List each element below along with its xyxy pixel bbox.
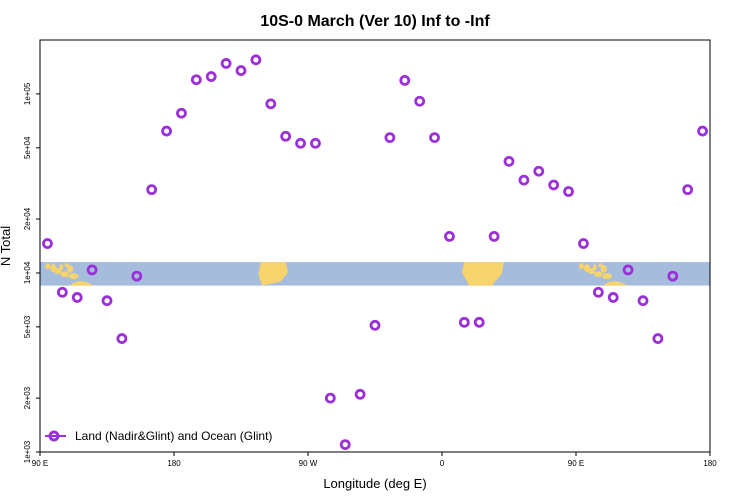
data-point — [86, 264, 98, 276]
x-tick-label: 90 E — [32, 459, 48, 468]
island-left-3 — [59, 264, 64, 271]
data-point — [399, 74, 411, 86]
x-axis: 90 E 180 90 W 0 90 E 180 — [32, 452, 717, 468]
map-band — [40, 262, 710, 286]
data-point — [369, 319, 381, 331]
land-australia-left — [69, 281, 94, 286]
data-point — [652, 333, 664, 344]
data-point — [205, 71, 217, 82]
data-point — [354, 388, 366, 400]
data-point — [280, 130, 292, 142]
data-point — [682, 184, 694, 196]
data-point — [250, 54, 262, 66]
island-left-2 — [54, 268, 62, 275]
land-africa — [461, 262, 505, 286]
island-right-5 — [600, 265, 607, 274]
y-axis-label: N Total — [0, 226, 13, 266]
data-point — [488, 231, 500, 242]
data-point — [697, 125, 708, 137]
island-left-4 — [60, 271, 69, 278]
y-tick-label: 1e+04 — [23, 261, 32, 284]
y-axis: 1e+03 2e+03 5e+03 1e+04 2e+04 5e+04 1e+05 — [23, 82, 40, 463]
island-left-5 — [67, 265, 74, 274]
y-tick-label: 5e+03 — [23, 315, 32, 338]
data-point — [578, 238, 589, 249]
island-left-6 — [68, 273, 79, 280]
x-tick-label: 180 — [167, 459, 181, 468]
data-point — [339, 439, 351, 450]
y-tick-label: 1e+03 — [23, 440, 32, 463]
land-australia-right — [603, 281, 628, 286]
data-point — [444, 231, 455, 242]
data-point — [101, 295, 113, 307]
island-right-4 — [594, 271, 603, 278]
data-point — [384, 132, 396, 144]
data-point — [220, 58, 232, 69]
data-point — [161, 125, 172, 137]
x-tick-label: 180 — [703, 459, 717, 468]
data-point — [637, 295, 649, 307]
data-point — [265, 98, 277, 110]
y-tick-label: 2e+03 — [23, 386, 32, 409]
y-tick-label: 2e+04 — [23, 207, 32, 230]
data-point — [295, 137, 306, 149]
data-point — [146, 184, 158, 196]
x-tick-label: 90 E — [568, 459, 584, 468]
data-point — [310, 137, 321, 149]
data-points — [42, 54, 708, 450]
legend-marker — [48, 430, 60, 442]
legend-label: Land (Nadir&Glint) and Ocean (Glint) — [75, 429, 272, 443]
y-tick-label: 5e+04 — [23, 136, 32, 159]
data-point — [42, 238, 53, 249]
data-point — [131, 270, 143, 282]
island-right-7 — [598, 263, 603, 268]
data-point — [324, 392, 336, 404]
data-point — [667, 270, 679, 282]
island-right-2 — [587, 268, 595, 275]
data-point — [429, 132, 440, 144]
data-point — [473, 316, 485, 328]
island-right-3 — [592, 264, 597, 271]
data-point — [533, 165, 545, 177]
island-left-0 — [45, 263, 51, 270]
data-point — [548, 179, 560, 191]
data-point — [503, 155, 515, 167]
ocean-strip — [40, 262, 710, 286]
data-point — [235, 65, 247, 76]
legend: Land (Nadir&Glint) and Ocean (Glint) — [45, 429, 272, 443]
island-right-0 — [578, 263, 584, 270]
island-right-6 — [602, 273, 613, 280]
land-south-america — [258, 262, 289, 286]
data-point — [518, 174, 530, 186]
data-point — [190, 74, 202, 86]
x-tick-label: 90 W — [299, 459, 318, 468]
island-left-7 — [64, 263, 69, 268]
plot-frame — [39, 39, 711, 453]
data-point — [607, 292, 619, 303]
y-tick-label: 1e+05 — [23, 82, 32, 105]
data-point — [414, 95, 426, 107]
data-point — [176, 107, 187, 119]
data-point — [563, 186, 574, 197]
data-point — [622, 264, 634, 276]
data-point — [116, 333, 128, 344]
data-point — [71, 292, 83, 303]
data-point — [458, 316, 470, 328]
x-axis-label: Longitude (deg E) — [323, 476, 426, 491]
data-point — [592, 286, 604, 298]
data-point — [56, 286, 68, 298]
chart-title: 10S-0 March (Ver 10) Inf to -Inf — [260, 13, 490, 30]
x-tick-label: 0 — [440, 459, 445, 468]
